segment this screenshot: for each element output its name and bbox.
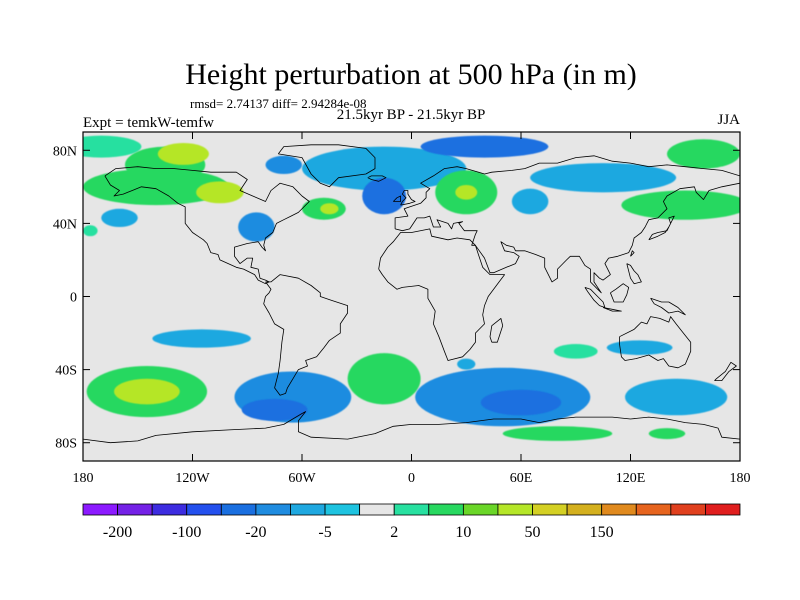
coastline — [83, 411, 740, 444]
contour-region — [530, 163, 677, 193]
coastline — [367, 175, 387, 182]
colorbar-swatch — [151, 503, 188, 516]
colorbar-swatch — [462, 503, 499, 516]
contour-region — [502, 426, 613, 441]
contour-region — [455, 185, 478, 200]
contour-region — [83, 225, 98, 237]
x-axis: 180 120W 60W 0 60E 120E 180 — [73, 132, 751, 486]
colorbar-swatch — [601, 503, 637, 516]
colorbar-swatch — [532, 503, 568, 516]
contour-region — [621, 190, 740, 220]
coastlines — [83, 144, 740, 444]
contour-region — [511, 188, 549, 215]
contour-region — [362, 177, 407, 215]
x-tick-label: 60W — [288, 471, 316, 486]
colorbar-label: 50 — [525, 524, 541, 541]
colorbar-label: -5 — [318, 524, 331, 541]
x-tick-label: 120W — [175, 471, 210, 486]
colorbar-swatch — [705, 503, 741, 516]
contour-region — [196, 181, 244, 204]
coastline — [610, 283, 630, 303]
coastline — [277, 144, 376, 188]
chart-subtitle: 21.5kyr BP - 21.5kyr BP — [337, 107, 486, 123]
contour-region — [320, 203, 339, 215]
contour-region — [648, 428, 686, 440]
contour-region — [420, 135, 549, 158]
colorbar-swatch — [82, 503, 118, 516]
contour-region — [667, 139, 740, 169]
colorbar-swatch — [428, 503, 464, 516]
y-tick-label: 80N — [53, 144, 77, 159]
colorbar-swatch — [117, 503, 153, 516]
colorbar-swatch — [670, 503, 706, 516]
contour-region — [83, 168, 229, 206]
contour-region — [480, 389, 562, 416]
colorbar-label: 10 — [455, 524, 471, 541]
coastline — [393, 195, 402, 202]
contour-region — [553, 344, 598, 359]
x-tick-label: 180 — [73, 471, 94, 486]
contour-region — [241, 398, 308, 421]
contour-region — [101, 208, 138, 228]
colorbar-label: -200 — [103, 524, 132, 541]
colorbar: -200 -100 -20 -5 2 10 50 150 — [82, 503, 741, 541]
contour-region — [238, 212, 275, 242]
stats-text: rmsd= 2.74137 diff= 2.94284e-08 — [190, 96, 367, 111]
colorbar-label: -100 — [172, 524, 201, 541]
x-tick-label: 120E — [616, 471, 646, 486]
colorbar-label: 2 — [390, 524, 398, 541]
coastline — [395, 182, 740, 294]
y-tick-label: 0 — [70, 291, 77, 306]
coastline — [394, 155, 740, 229]
coastline — [630, 250, 635, 257]
coastline — [400, 190, 416, 206]
y-axis: 80N 40N 0 40S 80S — [53, 144, 740, 452]
contour-region — [457, 358, 476, 370]
colorbar-swatch — [566, 503, 603, 516]
x-tick-label: 180 — [730, 471, 751, 486]
contour-region — [302, 146, 467, 191]
colorbar-label: -20 — [245, 524, 266, 541]
coastline — [626, 263, 642, 285]
coastline — [602, 307, 622, 312]
contour-region — [157, 142, 209, 165]
experiment-label: Expt = temkW-temfw — [83, 115, 214, 131]
contour-region — [83, 135, 142, 158]
coastline — [650, 297, 686, 316]
contour-region — [606, 340, 673, 355]
colorbar-swatch — [635, 503, 672, 516]
colorbar-swatch — [255, 503, 291, 516]
contour-region — [114, 378, 180, 405]
coastline — [263, 274, 349, 396]
contour-region — [347, 353, 421, 405]
y-tick-label: 80S — [55, 437, 77, 452]
colorbar-swatch — [359, 503, 395, 516]
x-tick-label: 0 — [408, 471, 415, 486]
colorbar-label: 150 — [590, 524, 614, 541]
colorbar-swatch — [186, 503, 222, 516]
contour-regions — [83, 135, 740, 441]
contour-region — [152, 329, 251, 348]
chart-title: Height perturbation at 500 hPa (in m) — [185, 58, 637, 91]
coastline — [489, 317, 504, 343]
season-label: JJA — [717, 112, 740, 128]
colorbar-swatch — [290, 503, 326, 516]
y-tick-label: 40S — [55, 364, 77, 379]
contour-region — [265, 155, 302, 175]
colorbar-swatch — [497, 503, 533, 516]
colorbar-swatch — [324, 503, 361, 516]
x-tick-label: 60E — [510, 471, 533, 486]
coastline — [648, 215, 675, 241]
coastline — [714, 361, 737, 382]
contour-region — [625, 378, 728, 416]
coastline — [104, 166, 310, 285]
colorbar-swatch — [220, 503, 257, 516]
coastline — [619, 316, 692, 369]
colorbar-swatch — [393, 503, 430, 516]
coastline — [378, 228, 506, 361]
y-tick-label: 40N — [53, 217, 77, 232]
